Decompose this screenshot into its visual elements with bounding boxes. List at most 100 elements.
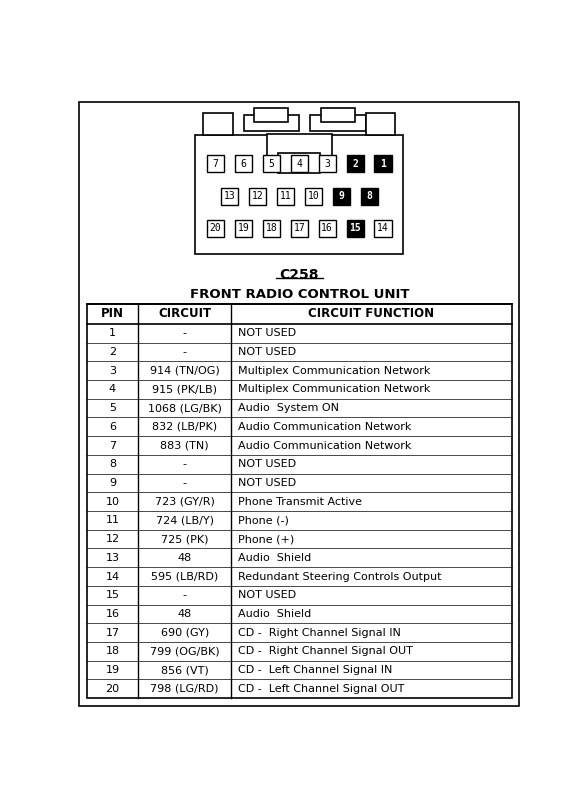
Text: 12: 12 bbox=[252, 191, 263, 201]
Text: PIN: PIN bbox=[101, 307, 124, 321]
Bar bbox=[267, 134, 332, 156]
Bar bbox=[263, 220, 280, 237]
Text: 12: 12 bbox=[105, 534, 120, 544]
Bar bbox=[291, 155, 308, 172]
Text: Multiplex Communication Network: Multiplex Communication Network bbox=[238, 385, 430, 394]
Bar bbox=[346, 155, 364, 172]
Text: 6: 6 bbox=[241, 158, 246, 169]
Text: 48: 48 bbox=[178, 553, 192, 563]
Bar bbox=[203, 113, 232, 134]
Bar bbox=[346, 220, 364, 237]
Text: 10: 10 bbox=[106, 497, 120, 506]
Text: 595 (LB/RD): 595 (LB/RD) bbox=[151, 571, 218, 582]
Text: 15: 15 bbox=[349, 223, 361, 234]
Text: 2: 2 bbox=[352, 158, 358, 169]
Text: CIRCUIT FUNCTION: CIRCUIT FUNCTION bbox=[308, 307, 434, 321]
Bar bbox=[235, 155, 252, 172]
Bar bbox=[221, 188, 238, 205]
Bar bbox=[207, 155, 224, 172]
Text: Audio Communication Network: Audio Communication Network bbox=[238, 441, 411, 450]
Text: NOT USED: NOT USED bbox=[238, 590, 296, 600]
Text: 11: 11 bbox=[106, 515, 120, 526]
Text: 14: 14 bbox=[377, 223, 389, 234]
Text: FRONT RADIO CONTROL UNIT: FRONT RADIO CONTROL UNIT bbox=[190, 288, 409, 301]
Text: 13: 13 bbox=[106, 553, 120, 563]
Text: 8: 8 bbox=[366, 191, 372, 201]
Bar bbox=[277, 188, 294, 205]
Bar bbox=[319, 155, 336, 172]
Text: 856 (VT): 856 (VT) bbox=[161, 665, 208, 675]
Text: Multiplex Communication Network: Multiplex Communication Network bbox=[238, 366, 430, 376]
Text: 17: 17 bbox=[105, 628, 120, 638]
Text: CD -  Left Channel Signal IN: CD - Left Channel Signal IN bbox=[238, 665, 392, 675]
Text: 8: 8 bbox=[109, 459, 116, 470]
Bar bbox=[196, 134, 403, 254]
Text: 914 (TN/OG): 914 (TN/OG) bbox=[150, 366, 220, 376]
Text: 1068 (LG/BK): 1068 (LG/BK) bbox=[148, 403, 221, 413]
Text: 2: 2 bbox=[109, 347, 116, 357]
Text: Phone (-): Phone (-) bbox=[238, 515, 288, 526]
Bar bbox=[279, 153, 320, 173]
Text: 1: 1 bbox=[380, 158, 386, 169]
Text: 5: 5 bbox=[109, 403, 116, 413]
Text: 915 (PK/LB): 915 (PK/LB) bbox=[152, 385, 217, 394]
Bar bbox=[374, 155, 391, 172]
Bar bbox=[374, 220, 391, 237]
Text: 19: 19 bbox=[105, 665, 120, 675]
Text: Audio  Shield: Audio Shield bbox=[238, 553, 311, 563]
Text: 883 (TN): 883 (TN) bbox=[161, 441, 209, 450]
Text: 18: 18 bbox=[266, 223, 277, 234]
Text: Audio Communication Network: Audio Communication Network bbox=[238, 422, 411, 432]
Bar bbox=[366, 113, 395, 134]
Bar bbox=[255, 108, 288, 122]
Text: 724 (LB/Y): 724 (LB/Y) bbox=[155, 515, 214, 526]
Text: -: - bbox=[183, 459, 187, 470]
Bar bbox=[310, 115, 366, 130]
Bar bbox=[321, 108, 355, 122]
Text: 3: 3 bbox=[109, 366, 116, 376]
Text: Phone Transmit Active: Phone Transmit Active bbox=[238, 497, 361, 506]
Text: NOT USED: NOT USED bbox=[238, 459, 296, 470]
Text: 5: 5 bbox=[269, 158, 274, 169]
Text: 20: 20 bbox=[105, 684, 120, 694]
Text: 1: 1 bbox=[109, 328, 116, 338]
Text: 16: 16 bbox=[106, 609, 120, 619]
Text: 9: 9 bbox=[338, 191, 344, 201]
Text: 3: 3 bbox=[324, 158, 330, 169]
Text: Redundant Steering Controls Output: Redundant Steering Controls Output bbox=[238, 571, 441, 582]
Bar bbox=[244, 115, 299, 130]
Text: NOT USED: NOT USED bbox=[238, 347, 296, 357]
Text: 7: 7 bbox=[213, 158, 218, 169]
Text: Phone (+): Phone (+) bbox=[238, 534, 294, 544]
Bar bbox=[207, 220, 224, 237]
Text: CD -  Left Channel Signal OUT: CD - Left Channel Signal OUT bbox=[238, 684, 404, 694]
Text: NOT USED: NOT USED bbox=[238, 328, 296, 338]
Text: CD -  Right Channel Signal OUT: CD - Right Channel Signal OUT bbox=[238, 646, 412, 656]
Text: 10: 10 bbox=[307, 191, 319, 201]
Text: 7: 7 bbox=[109, 441, 116, 450]
Text: 725 (PK): 725 (PK) bbox=[161, 534, 208, 544]
Text: 799 (OG/BK): 799 (OG/BK) bbox=[150, 646, 220, 656]
Text: NOT USED: NOT USED bbox=[238, 478, 296, 488]
Text: 14: 14 bbox=[105, 571, 120, 582]
Text: 690 (GY): 690 (GY) bbox=[161, 628, 208, 638]
Text: 832 (LB/PK): 832 (LB/PK) bbox=[152, 422, 217, 432]
Text: CIRCUIT: CIRCUIT bbox=[158, 307, 211, 321]
Text: 20: 20 bbox=[210, 223, 221, 234]
Text: 11: 11 bbox=[280, 191, 291, 201]
Text: 9: 9 bbox=[109, 478, 116, 488]
Text: -: - bbox=[183, 328, 187, 338]
Text: 17: 17 bbox=[293, 223, 305, 234]
Text: -: - bbox=[183, 347, 187, 357]
Text: 48: 48 bbox=[178, 609, 192, 619]
Bar bbox=[87, 304, 512, 698]
Text: -: - bbox=[183, 590, 187, 600]
Bar bbox=[333, 188, 350, 205]
Text: 19: 19 bbox=[238, 223, 249, 234]
Text: C258: C258 bbox=[280, 268, 319, 282]
Text: 15: 15 bbox=[106, 590, 120, 600]
Bar bbox=[291, 220, 308, 237]
Text: Audio  Shield: Audio Shield bbox=[238, 609, 311, 619]
Text: 13: 13 bbox=[224, 191, 235, 201]
Text: Audio  System ON: Audio System ON bbox=[238, 403, 339, 413]
